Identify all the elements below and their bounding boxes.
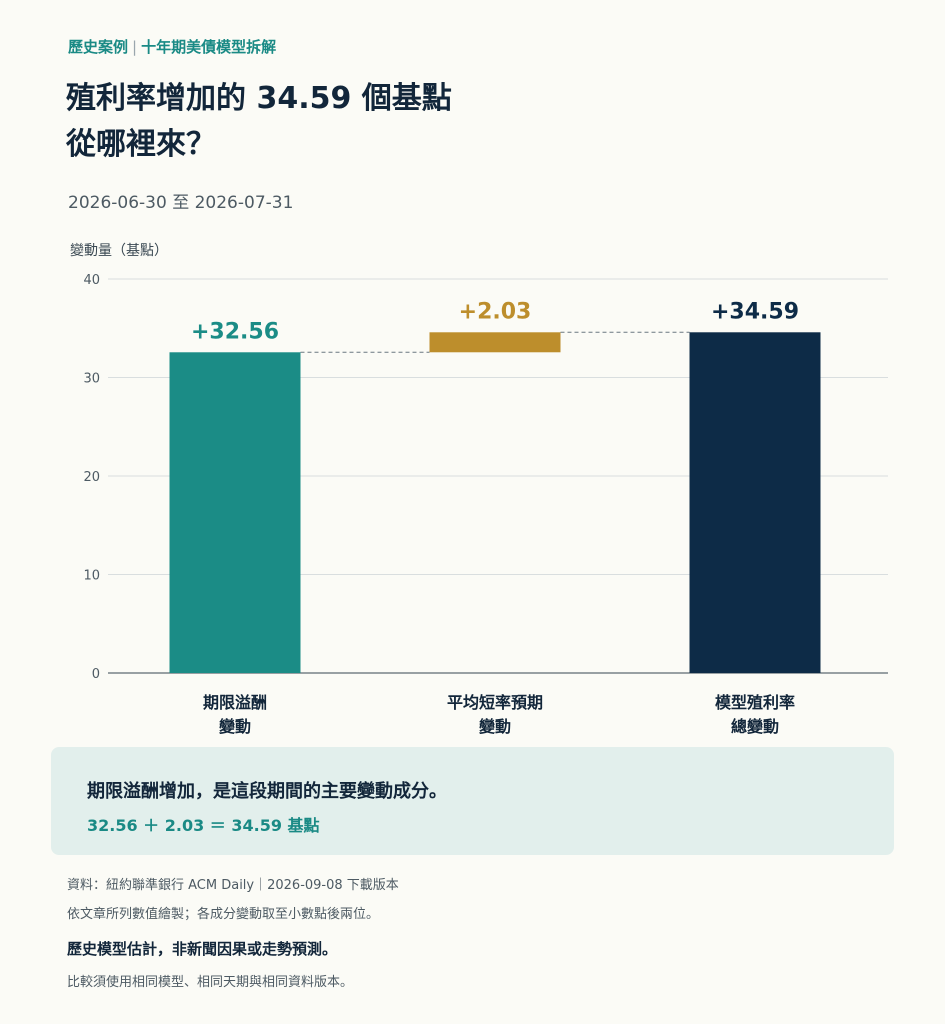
bar-value-label: +34.59 [711, 299, 799, 324]
kicker-topic: 十年期美債模型拆解 [141, 38, 277, 56]
disclaimer: 歷史模型估計，非新聞因果或走勢預測。 [67, 940, 338, 958]
method-note: 依文章所列數值繪製；各成分變動取至小數點後兩位。 [67, 907, 380, 922]
y-axis-label: 變動量（基點） [70, 242, 168, 259]
x-category-label: 變動 [479, 717, 511, 736]
title-line-2: 從哪裡來？ [66, 127, 216, 162]
kicker-separator: | [132, 38, 138, 56]
summary-equation: 32.56 ＋ 2.03 ＝ 34.59 基點 [87, 816, 320, 835]
source-note: 資料：紐約聯準銀行 ACM Daily｜2026-09-08 下載版本 [67, 878, 399, 893]
comparison-note: 比較須使用相同模型、相同天期與相同資料版本。 [67, 975, 354, 990]
bar [429, 332, 561, 353]
bar-value-label: +32.56 [191, 319, 279, 344]
y-tick-label: 10 [83, 569, 100, 584]
y-tick-label: 0 [92, 667, 100, 682]
summary-headline: 期限溢酬增加，是這段期間的主要變動成分。 [87, 781, 447, 802]
waterfall-chart: 變動量（基點）010203040+32.56期限溢酬變動+2.03平均短率預期變… [70, 242, 888, 736]
date-range: 2026-06-30 至 2026-07-31 [68, 193, 294, 213]
bar [689, 332, 821, 673]
page-title: 殖利率增加的 34.59 個基點 從哪裡來？ [66, 76, 766, 168]
y-tick-label: 30 [83, 372, 100, 387]
summary-box: 期限溢酬增加，是這段期間的主要變動成分。 32.56 ＋ 2.03 ＝ 34.5… [51, 747, 894, 855]
bar-value-label: +2.03 [459, 299, 532, 324]
x-category-label: 模型殖利率 [715, 693, 795, 712]
x-category-label: 平均短率預期 [447, 693, 543, 712]
title-line-1: 殖利率增加的 34.59 個基點 [66, 81, 452, 116]
x-category-label: 總變動 [731, 717, 779, 736]
kicker: 歷史案例 | 十年期美債模型拆解 [68, 36, 276, 57]
kicker-category: 歷史案例 [68, 38, 129, 56]
bar [169, 352, 301, 673]
y-tick-label: 40 [83, 273, 100, 288]
x-category-label: 變動 [219, 717, 251, 736]
y-tick-label: 20 [83, 470, 100, 485]
x-category-label: 期限溢酬 [203, 693, 267, 712]
